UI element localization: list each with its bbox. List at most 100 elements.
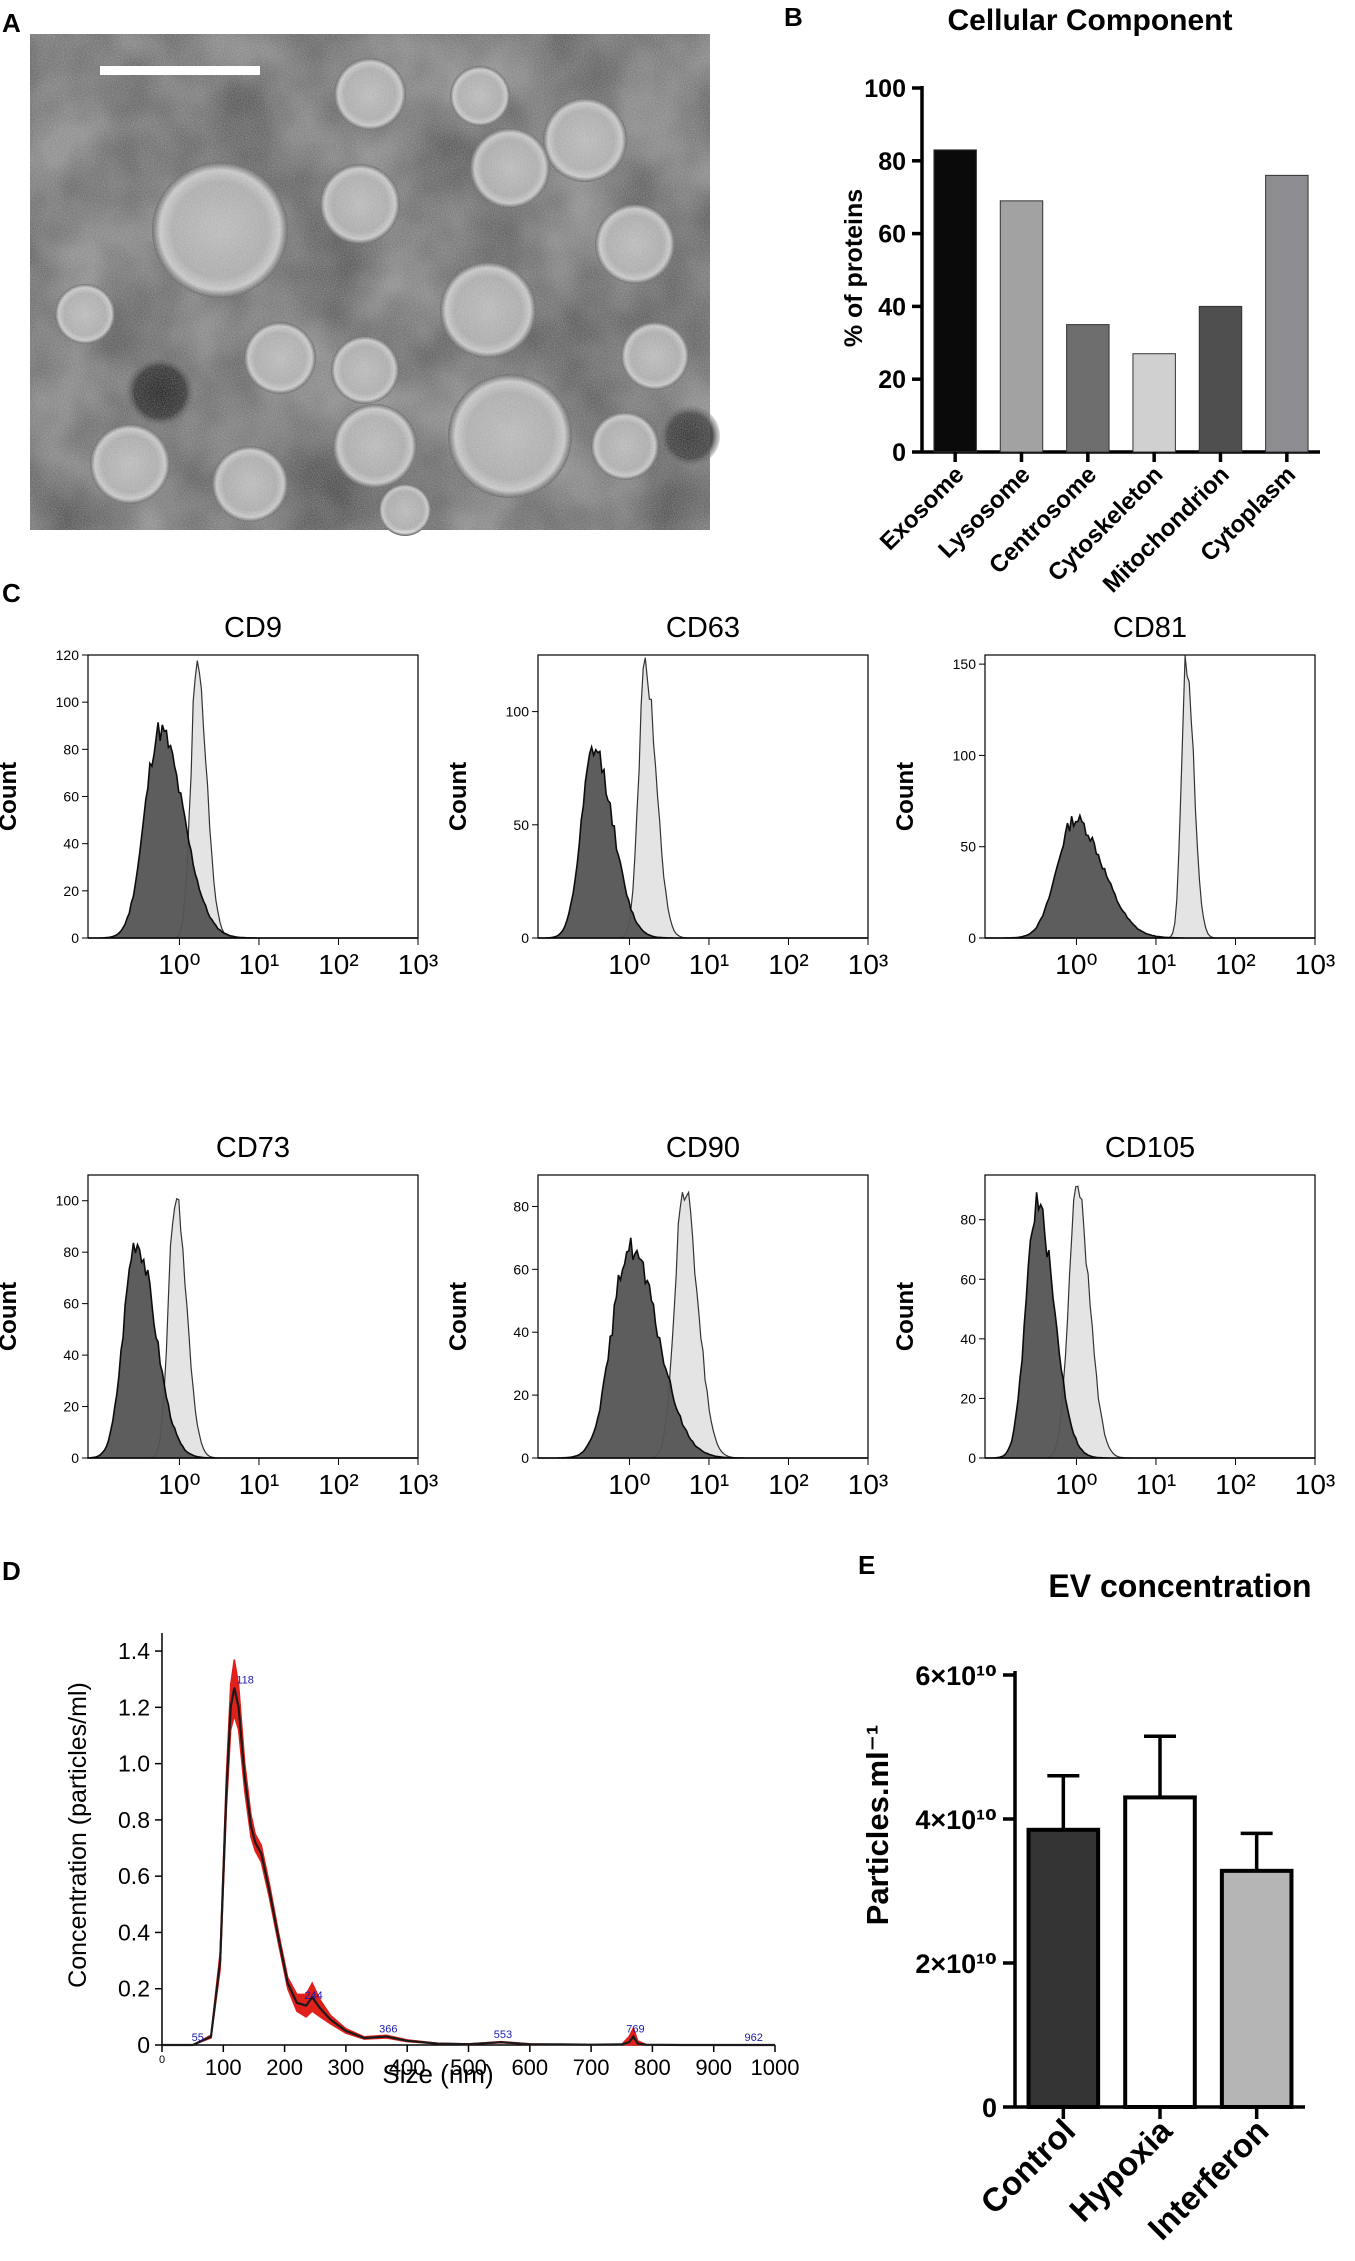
histogram-ytick-label: 100 bbox=[56, 694, 80, 710]
chart-d-nta-size-distribution: Concentration (particles/ml) Size (nm) 0… bbox=[64, 1633, 799, 2089]
chart-d-peak-label: 244 bbox=[304, 1990, 322, 2002]
chart-d-xtick-label: 800 bbox=[634, 2055, 671, 2080]
chart-d-ytick-label: 0.6 bbox=[118, 1863, 150, 1889]
chart-e-ytick-label: 2×10¹⁰ bbox=[915, 1949, 997, 1979]
chart-b-ytick-label: 80 bbox=[878, 148, 906, 176]
chart-d-xtick-label: 0 bbox=[159, 2054, 165, 2066]
chart-d-peak-label: 962 bbox=[745, 2032, 763, 2044]
histogram-negative-peak bbox=[538, 1237, 868, 1459]
histogram-title: CD9 bbox=[224, 612, 282, 644]
histogram-title: CD63 bbox=[666, 612, 740, 644]
histogram-frame bbox=[984, 654, 1316, 939]
histogram-ylabel: Count bbox=[892, 762, 919, 831]
histogram-xtick-label: 10² bbox=[768, 949, 808, 980]
chart-e-ytick-label: 6×10¹⁰ bbox=[915, 1661, 997, 1691]
chart-e-bar bbox=[1219, 1868, 1294, 2109]
histogram-ytick-label: 20 bbox=[63, 1399, 79, 1415]
chart-d-peak-label: 769 bbox=[626, 2024, 644, 2036]
histogram-cd9: CD9 Count 0 20 40 60 80 100 120 10⁰ 10¹ 10² 10³ bbox=[0, 612, 438, 980]
chart-d-xtick-label: 100 bbox=[205, 2055, 242, 2080]
histogram-ytick-label: 100 bbox=[56, 1193, 80, 1209]
histogram-ytick-label: 20 bbox=[513, 1387, 529, 1403]
histogram-ytick-label: 60 bbox=[63, 789, 79, 805]
histogram-cd63: CD63 Count 0 50 100 10⁰ 10¹ 10² 10³ bbox=[445, 612, 888, 980]
histogram-xtick-label: 10¹ bbox=[689, 949, 729, 980]
chart-b-category-label: Cytoskeleton bbox=[1043, 461, 1169, 587]
histogram-ytick-label: 100 bbox=[953, 747, 977, 763]
chart-e-bar bbox=[1026, 1827, 1101, 2109]
histogram-title: CD105 bbox=[1105, 1132, 1195, 1164]
chart-b-bar bbox=[1066, 324, 1110, 453]
chart-d-ylabel: Concentration (particles/ml) bbox=[64, 1682, 92, 1988]
chart-b-ylabel: % of proteins bbox=[840, 189, 868, 347]
histogram-ytick-label: 20 bbox=[960, 1390, 976, 1406]
histogram-positive-peak bbox=[538, 1190, 868, 1459]
chart-b-cellular-component: Cellular Component % of proteins 0 20 40 60… bbox=[840, 4, 1320, 598]
chart-d-plot: 0 0.2 0.4 0.6 0.8 1.0 1.2 1.4 0 100 200 300 400 500 60… bbox=[118, 1633, 799, 2080]
histogram-xtick-label: 10⁰ bbox=[608, 949, 650, 980]
chart-d-xtick-label: 900 bbox=[695, 2055, 732, 2080]
histogram-xtick-label: 10⁰ bbox=[1055, 1469, 1097, 1500]
chart-d-ytick-label: 0.2 bbox=[118, 1976, 150, 2002]
histogram-cd90: CD90 Count 0 20 40 60 80 10⁰ 10¹ 10² 10³ bbox=[445, 1132, 888, 1500]
histogram-xtick-label: 10⁰ bbox=[608, 1469, 650, 1500]
chart-e-ytick-label: 4×10¹⁰ bbox=[915, 1805, 997, 1835]
histogram-xtick-label: 10² bbox=[1215, 1469, 1255, 1500]
chart-d-error-band bbox=[162, 1659, 775, 2046]
chart-d-ytick-label: 0.8 bbox=[118, 1807, 150, 1833]
histogram-ytick-label: 40 bbox=[513, 1324, 529, 1340]
histogram-ytick-label: 60 bbox=[63, 1296, 79, 1312]
histogram-xtick-label: 10¹ bbox=[1136, 1469, 1176, 1500]
histogram-cd73: CD73 Count 0 20 40 60 80 100 10⁰ 10¹ 10² 10³ bbox=[0, 1132, 438, 1500]
histogram-ytick-label: 60 bbox=[960, 1271, 976, 1287]
histogram-xtick-label: 10² bbox=[1215, 949, 1255, 980]
histogram-cd105: CD105 Count 0 20 40 60 80 10⁰ 10¹ 10² 10³ bbox=[892, 1132, 1335, 1500]
chart-c-flow-histograms: CD9 Count 0 20 40 60 80 100 120 10⁰ 10¹ 10² 10³ CD63 C… bbox=[0, 612, 1335, 1500]
histogram-ytick-label: 0 bbox=[968, 1450, 976, 1466]
chart-b-bar bbox=[1265, 174, 1309, 453]
chart-b-ytick-label: 40 bbox=[878, 293, 906, 321]
histogram-ytick-label: 50 bbox=[960, 839, 976, 855]
histogram-negative-peak bbox=[88, 722, 418, 939]
histogram-negative-peak bbox=[985, 1192, 1315, 1459]
histogram-xtick-label: 10³ bbox=[848, 949, 888, 980]
chart-d-ytick-label: 0.4 bbox=[118, 1919, 150, 1945]
histogram-ytick-label: 0 bbox=[521, 1450, 529, 1466]
scale-bar bbox=[100, 66, 260, 75]
chart-d-peak-label: 118 bbox=[236, 1675, 254, 1687]
histogram-positive-peak bbox=[985, 655, 1315, 939]
chart-b-title: Cellular Component bbox=[947, 4, 1232, 37]
histogram-ytick-label: 0 bbox=[521, 930, 529, 946]
chart-d-peak-label: 55 bbox=[192, 2032, 204, 2044]
chart-e-ev-concentration: EV concentration Particles.ml⁻¹ 0 2×10¹⁰ 4… bbox=[860, 1568, 1312, 2247]
histogram-ytick-label: 80 bbox=[513, 1198, 529, 1214]
chart-d-xtick-label: 400 bbox=[389, 2055, 426, 2080]
histogram-ytick-label: 80 bbox=[63, 741, 79, 757]
histogram-ytick-label: 100 bbox=[506, 704, 530, 720]
histogram-title: CD90 bbox=[666, 1132, 740, 1164]
histogram-xtick-label: 10³ bbox=[848, 1469, 888, 1500]
histogram-xtick-label: 10¹ bbox=[689, 1469, 729, 1500]
chart-b-ytick-label: 0 bbox=[892, 439, 906, 467]
histogram-negative-peak bbox=[985, 812, 1315, 939]
histogram-ytick-label: 20 bbox=[63, 883, 79, 899]
chart-d-peak-label: 553 bbox=[494, 2029, 512, 2041]
chart-d-peak-label: 366 bbox=[379, 2024, 397, 2036]
chart-d-xlabel: Size (nm) bbox=[382, 2059, 493, 2089]
histogram-title: CD73 bbox=[216, 1132, 290, 1164]
chart-b-bar bbox=[1198, 305, 1243, 453]
histogram-ylabel: Count bbox=[0, 1282, 22, 1351]
histogram-ytick-label: 120 bbox=[56, 647, 80, 663]
histogram-ytick-label: 80 bbox=[63, 1244, 79, 1260]
panel-letter-d: D bbox=[2, 1556, 21, 1586]
chart-b-bar bbox=[999, 200, 1044, 453]
tem-micrograph bbox=[30, 34, 720, 536]
histogram-xtick-label: 10⁰ bbox=[158, 1469, 200, 1500]
chart-b-ytick-label: 60 bbox=[878, 221, 906, 249]
chart-e-ylabel: Particles.ml⁻¹ bbox=[860, 1725, 895, 1926]
histogram-ytick-label: 40 bbox=[960, 1331, 976, 1347]
histogram-xtick-label: 10³ bbox=[398, 1469, 438, 1500]
histogram-ytick-label: 0 bbox=[968, 930, 976, 946]
histogram-xtick-label: 10³ bbox=[398, 949, 438, 980]
histogram-xtick-label: 10² bbox=[318, 1469, 358, 1500]
